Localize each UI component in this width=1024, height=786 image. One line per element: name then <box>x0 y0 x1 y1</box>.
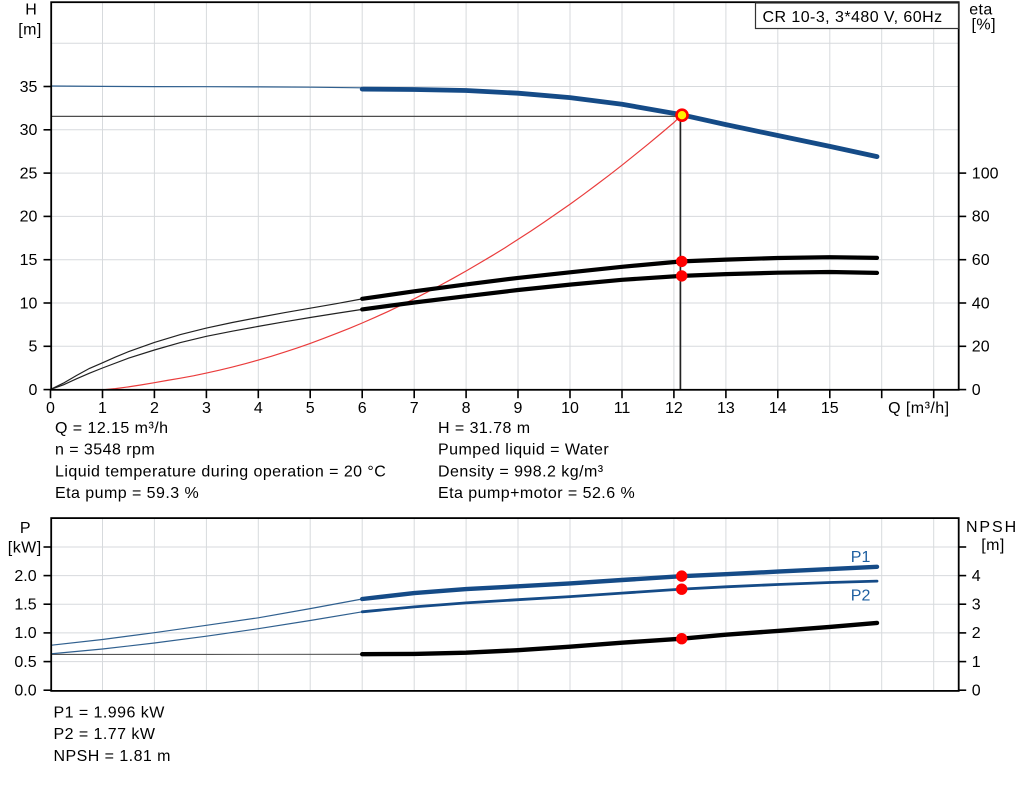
svg-text:15: 15 <box>821 400 839 417</box>
svg-text:0: 0 <box>972 382 981 399</box>
svg-text:35: 35 <box>20 79 38 96</box>
svg-text:1.5: 1.5 <box>14 597 36 614</box>
svg-text:15: 15 <box>20 252 38 269</box>
svg-text:0: 0 <box>28 382 37 399</box>
svg-text:Eta pump+motor = 52.6 %: Eta pump+motor = 52.6 % <box>438 485 635 502</box>
svg-text:5: 5 <box>28 339 37 356</box>
svg-text:P2 = 1.77 kW: P2 = 1.77 kW <box>54 726 156 743</box>
svg-text:8: 8 <box>462 400 471 417</box>
svg-text:[kW]: [kW] <box>8 539 42 556</box>
svg-text:P: P <box>20 520 31 537</box>
svg-text:100: 100 <box>972 165 999 182</box>
svg-text:P1: P1 <box>851 549 871 566</box>
svg-text:0.0: 0.0 <box>14 683 36 700</box>
svg-text:1.0: 1.0 <box>14 625 36 642</box>
svg-text:20: 20 <box>20 209 38 226</box>
svg-text:10: 10 <box>561 400 579 417</box>
svg-text:[m]: [m] <box>981 537 1005 554</box>
svg-text:CR 10-3, 3*480 V, 60Hz: CR 10-3, 3*480 V, 60Hz <box>762 9 942 26</box>
svg-text:40: 40 <box>972 295 990 312</box>
svg-text:2: 2 <box>972 625 981 642</box>
svg-text:14: 14 <box>769 400 787 417</box>
svg-text:5: 5 <box>306 400 315 417</box>
svg-text:P1 = 1.996 kW: P1 = 1.996 kW <box>54 705 166 722</box>
svg-text:2.0: 2.0 <box>14 568 36 585</box>
svg-text:30: 30 <box>20 122 38 139</box>
svg-text:60: 60 <box>972 252 990 269</box>
svg-text:P2: P2 <box>851 587 871 604</box>
svg-text:9: 9 <box>514 400 523 417</box>
svg-text:0: 0 <box>46 400 55 417</box>
svg-text:1: 1 <box>972 654 981 671</box>
svg-text:7: 7 <box>410 400 419 417</box>
svg-text:H = 31.78 m: H = 31.78 m <box>438 420 531 437</box>
svg-text:3: 3 <box>972 597 981 614</box>
svg-text:NPSH: NPSH <box>966 519 1018 536</box>
svg-text:12: 12 <box>665 400 683 417</box>
svg-text:4: 4 <box>972 568 981 585</box>
svg-text:0: 0 <box>972 683 981 700</box>
svg-text:10: 10 <box>20 295 38 312</box>
svg-text:Q = 12.15 m³/h: Q = 12.15 m³/h <box>55 420 168 437</box>
svg-text:1: 1 <box>98 400 107 417</box>
svg-text:13: 13 <box>717 400 735 417</box>
svg-text:20: 20 <box>972 339 990 356</box>
svg-text:11: 11 <box>614 400 631 417</box>
svg-text:[%]: [%] <box>972 17 996 34</box>
svg-text:Liquid temperature during oper: Liquid temperature during operation = 20… <box>55 463 386 480</box>
svg-text:Pumped liquid = Water: Pumped liquid = Water <box>438 442 609 459</box>
svg-text:80: 80 <box>972 209 990 226</box>
svg-text:H: H <box>25 2 37 19</box>
svg-text:Density = 998.2 kg/m³: Density = 998.2 kg/m³ <box>438 463 604 480</box>
svg-text:3: 3 <box>202 400 211 417</box>
svg-text:eta: eta <box>969 1 993 18</box>
svg-text:6: 6 <box>358 400 367 417</box>
svg-text:0.5: 0.5 <box>14 654 36 671</box>
svg-text:n = 3548 rpm: n = 3548 rpm <box>55 442 155 459</box>
svg-text:Q [m³/h]: Q [m³/h] <box>888 400 949 417</box>
svg-text:Eta pump = 59.3 %: Eta pump = 59.3 % <box>55 485 199 502</box>
svg-text:25: 25 <box>20 165 38 182</box>
svg-text:[m]: [m] <box>18 22 42 39</box>
svg-text:4: 4 <box>254 400 263 417</box>
svg-text:2: 2 <box>150 400 159 417</box>
svg-text:NPSH = 1.81 m: NPSH = 1.81 m <box>54 748 171 765</box>
